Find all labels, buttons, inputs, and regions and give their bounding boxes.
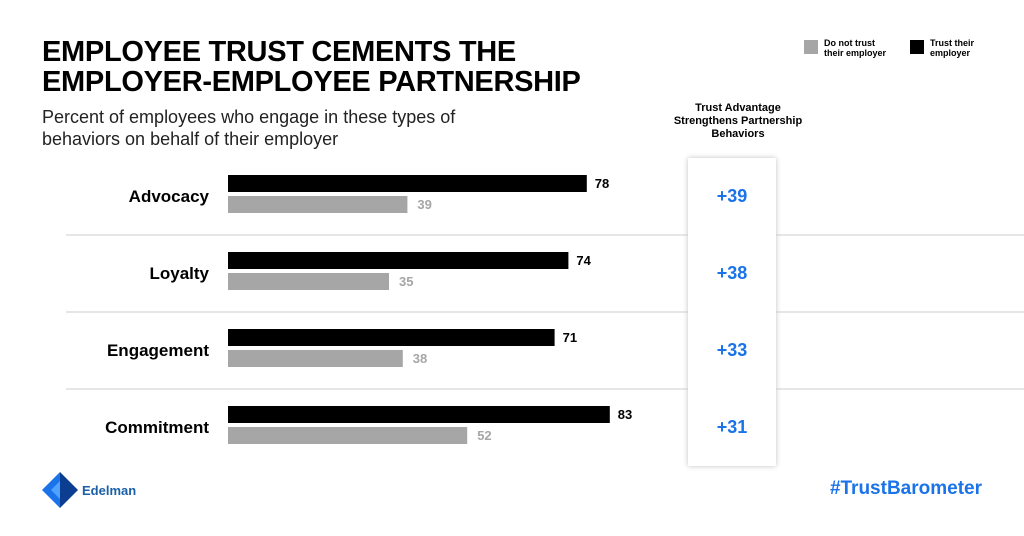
value-label-trust-loyalty: 74: [576, 253, 591, 268]
category-label-engagement: Engagement: [107, 341, 209, 360]
legend-item-trust: Trust their employer: [910, 38, 990, 58]
edelman-logo-text: Edelman: [82, 482, 137, 498]
bar-distrust-advocacy: [228, 196, 408, 213]
legend-item-distrust: Do not trust their employer: [804, 38, 898, 58]
bar-distrust-engagement: [228, 350, 403, 367]
bar-distrust-loyalty: [228, 273, 389, 290]
value-label-trust-advocacy: 78: [595, 176, 609, 191]
bar-trust-advocacy: [228, 175, 587, 192]
value-label-trust-engagement: 71: [563, 330, 577, 345]
value-label-distrust-advocacy: 39: [417, 197, 431, 212]
trust-advantage-loyalty: +38: [717, 263, 748, 283]
advantage-header: Trust Advantage Strengthens Partnership …: [673, 102, 803, 140]
edelman-logo-icon: [42, 472, 78, 508]
hashtag: #TrustBarometer: [829, 478, 982, 499]
bar-distrust-commitment: [228, 427, 468, 444]
trust-advantage-engagement: +33: [717, 340, 748, 360]
bar-trust-commitment: [228, 406, 610, 423]
legend-swatch-trust: [910, 40, 924, 54]
page-subtitle: Percent of employees who engage in these…: [42, 107, 456, 149]
legend-label-trust: Trust their employer: [930, 38, 975, 58]
value-label-distrust-loyalty: 35: [399, 274, 413, 289]
value-label-distrust-commitment: 52: [477, 428, 491, 443]
legend-swatch-distrust: [804, 40, 818, 54]
edelman-logo: Edelman: [42, 472, 136, 508]
page-title: EMPLOYEE TRUST CEMENTS THE EMPLOYER-EMPL…: [42, 36, 581, 98]
trust-advantage-advocacy: +39: [717, 186, 748, 206]
category-label-loyalty: Loyalty: [149, 264, 209, 283]
bar-trust-loyalty: [228, 252, 569, 269]
value-label-distrust-engagement: 38: [413, 351, 427, 366]
advantage-column: [688, 158, 776, 466]
trust-advantage-commitment: +31: [717, 417, 748, 437]
bar-trust-engagement: [228, 329, 555, 346]
category-label-commitment: Commitment: [105, 418, 209, 437]
legend-label-distrust: Do not trust their employer: [824, 38, 887, 58]
value-label-trust-commitment: 83: [618, 407, 632, 422]
category-label-advocacy: Advocacy: [129, 187, 210, 206]
